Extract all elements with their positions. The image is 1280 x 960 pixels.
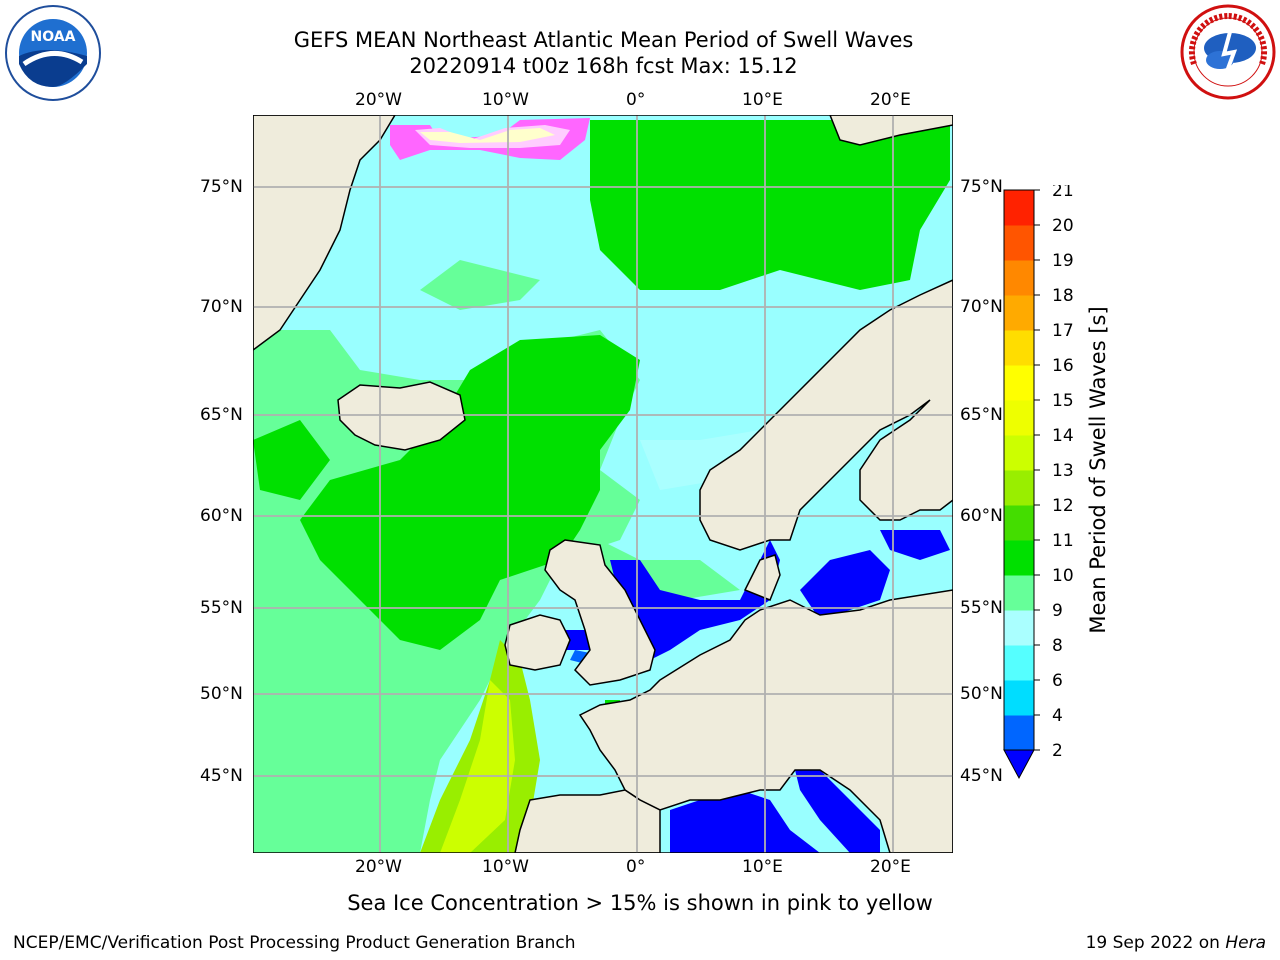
colorbar-tick-label: 9 [1052,601,1063,621]
colorbar-segment [1004,610,1034,646]
colorbar-segment [1004,680,1034,716]
lat-label-left: 75°N [200,177,243,197]
lon-label-bottom: 10°W [482,857,529,877]
colorbar-tick-label: 18 [1052,286,1074,306]
lat-label-left: 70°N [200,297,243,317]
lon-label-top: 20°W [355,90,402,110]
lat-label-right: 50°N [960,684,1003,704]
lat-label-right: 70°N [960,297,1003,317]
colorbar-tick-label: 20 [1052,216,1074,236]
land-greenland [253,115,396,351]
lat-label-left: 65°N [200,405,243,425]
land-ireland [504,614,571,671]
lon-label-top: 0° [626,90,646,110]
colorbar-tick-label: 2 [1052,741,1063,761]
swell-field-yellow [440,680,515,853]
footer-date: 19 Sep 2022 on Hera [1086,933,1266,953]
lon-label-top: 10°W [482,90,529,110]
lat-label-left: 45°N [200,766,243,786]
colorbar-segment [1004,505,1034,541]
footer-date-text: 19 Sep 2022 on [1085,933,1226,953]
lat-label-left: 60°N [200,506,243,526]
colorbar-tick-label: 13 [1052,461,1074,481]
lon-label-bottom: 20°W [355,857,402,877]
colorbar-tick-label: 21 [1052,185,1074,201]
colorbar: 2 4 6 8 9 10 11 12 13 14 15 16 17 18 19 20 21 [1003,185,1074,780]
colorbar-segment [1004,330,1034,366]
colorbar-tick-label: 15 [1052,391,1074,411]
colorbar-tick-label: 12 [1052,496,1074,516]
colorbar-tick-label: 17 [1052,321,1074,341]
colorbar-tick-label: 14 [1052,426,1074,446]
land-iberia [514,789,661,853]
lat-label-left: 55°N [200,598,243,618]
lon-label-bottom: 0° [626,857,646,877]
colorbar-tick-label: 19 [1052,251,1074,271]
lon-label-top: 10°E [742,90,783,110]
land-masses [253,115,953,853]
lon-label-top: 20°E [870,90,911,110]
lat-label-right: 55°N [960,598,1003,618]
colorbar-segment [1004,295,1034,331]
noaa-logo-text: NOAA [31,29,76,45]
lon-label-bottom: 20°E [870,857,911,877]
colorbar-segment [1004,400,1034,436]
footer-host: Hera [1225,933,1266,953]
lat-label-right: 65°N [960,405,1003,425]
lat-label-right: 60°N [960,506,1003,526]
land-iceland [337,381,466,451]
colorbar-tick-label: 8 [1052,636,1063,656]
colorbar-segment [1004,470,1034,506]
chart-title: GEFS MEAN Northeast Atlantic Mean Period… [293,28,914,52]
colorbar-tick-label: 16 [1052,356,1074,376]
graticule [253,115,953,853]
swell-field-green [253,120,950,650]
colorbar-title: Mean Period of Swell Waves [s] [1086,306,1110,634]
land-continental-europe [578,589,953,853]
nws-logo [1180,4,1276,100]
sea-ice-note: Sea Ice Concentration > 15% is shown in … [347,891,933,915]
colorbar-segment [1004,225,1034,261]
lat-label-right: 75°N [960,177,1003,197]
chart-subtitle: 20220914 t00z 168h fcst Max: 15.12 [409,54,798,78]
colorbar-tick-label: 4 [1052,706,1063,726]
lon-label-bottom: 10°E [742,857,783,877]
colorbar-segment [1004,645,1034,681]
colorbar-segment [1004,575,1034,611]
sea-ice-band [390,118,590,160]
lat-label-left: 50°N [200,684,243,704]
lat-label-right: 45°N [960,766,1003,786]
colorbar-segment [1004,365,1034,401]
colorbar-segment [1004,715,1034,751]
colorbar-segment [1004,260,1034,296]
colorbar-tick-label: 11 [1052,531,1074,551]
colorbar-extend-arrow [1003,749,1035,780]
footer-credit: NCEP/EMC/Verification Post Processing Pr… [13,933,576,953]
colorbar-segment [1004,435,1034,471]
land-svalbard [829,115,953,146]
colorbar-segment [1004,540,1034,576]
colorbar-segment [1004,190,1034,226]
map-panel [253,115,953,853]
colorbar-tick-label: 10 [1052,566,1074,586]
noaa-logo: NOAA [5,5,101,101]
colorbar-tick-label: 6 [1052,671,1063,691]
land-great-britain [544,539,656,686]
